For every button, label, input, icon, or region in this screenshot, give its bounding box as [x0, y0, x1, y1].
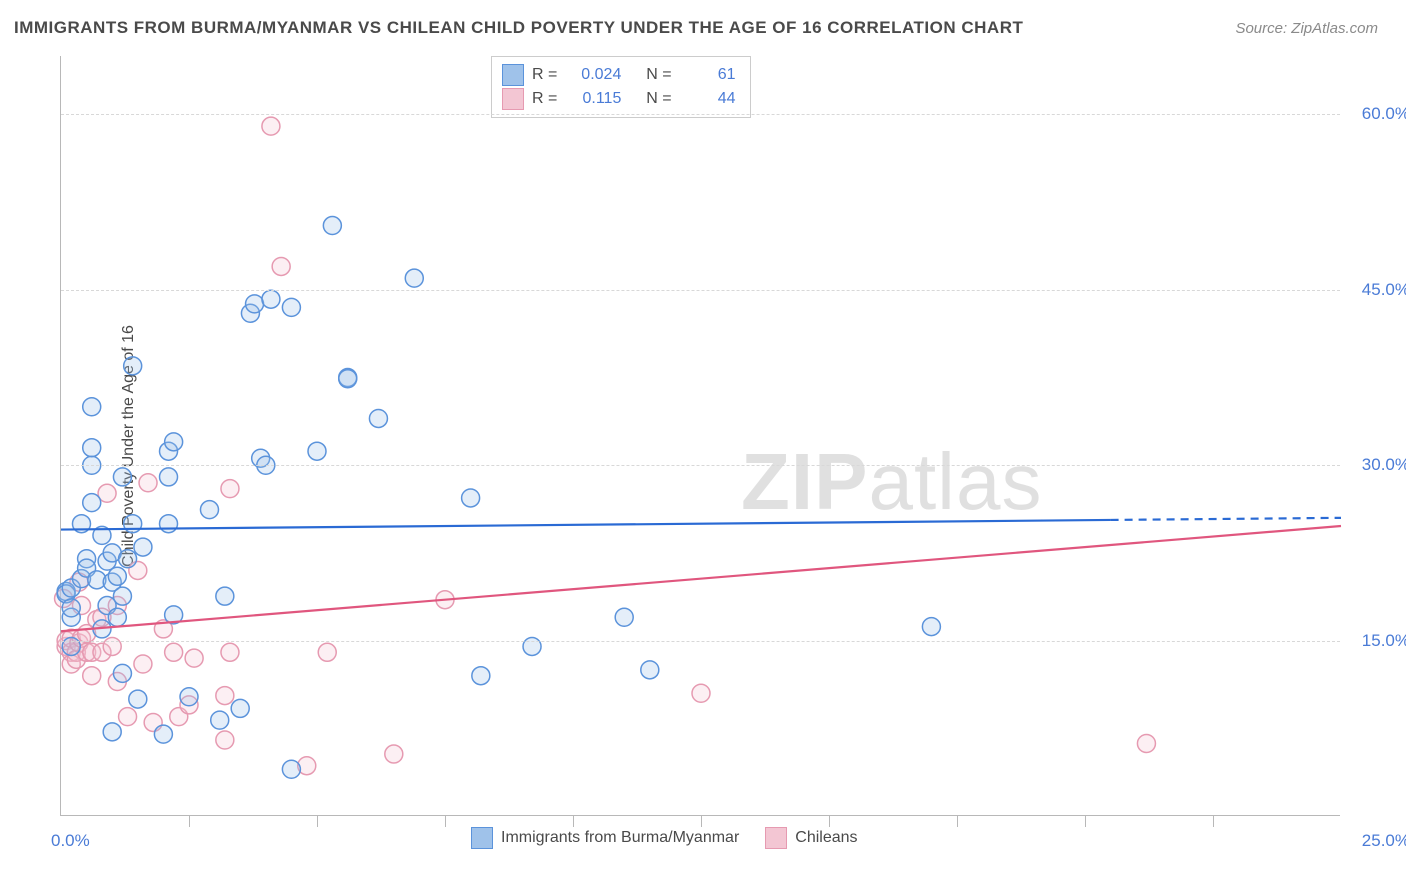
gridline — [61, 465, 1340, 466]
data-point — [246, 295, 264, 313]
trend-line-extrapolated — [1111, 518, 1341, 520]
scatter-plot: ZIPatlas R = 0.024 N = 61 R = 0.115 N = … — [60, 56, 1340, 816]
data-point — [216, 731, 234, 749]
y-tick-label: 60.0% — [1362, 104, 1406, 124]
swatch-chilean — [502, 88, 524, 110]
data-point — [369, 409, 387, 427]
data-point — [211, 711, 229, 729]
data-point — [119, 550, 137, 568]
n-value-chilean: 44 — [680, 87, 736, 111]
legend-item-chilean: Chileans — [765, 827, 857, 849]
plot-svg — [61, 56, 1340, 815]
data-point — [1137, 735, 1155, 753]
data-point — [405, 269, 423, 287]
data-point — [108, 567, 126, 585]
trend-line — [61, 526, 1341, 631]
x-tick — [445, 815, 446, 827]
x-tick — [317, 815, 318, 827]
gridline — [61, 641, 1340, 642]
data-point — [134, 538, 152, 556]
data-point — [139, 474, 157, 492]
data-point — [165, 643, 183, 661]
n-label: N = — [646, 63, 671, 87]
y-tick-label: 15.0% — [1362, 631, 1406, 651]
chart-title: IMMIGRANTS FROM BURMA/MYANMAR VS CHILEAN… — [14, 18, 1023, 38]
r-value-chilean: 0.115 — [565, 87, 621, 111]
legend-label-chilean: Chileans — [795, 829, 857, 847]
data-point — [221, 643, 239, 661]
data-point — [83, 667, 101, 685]
data-point — [221, 480, 239, 498]
data-point — [323, 217, 341, 235]
data-point — [160, 468, 178, 486]
legend-label-burma: Immigrants from Burma/Myanmar — [501, 829, 739, 847]
data-point — [282, 298, 300, 316]
x-tick — [1213, 815, 1214, 827]
data-point — [165, 433, 183, 451]
r-label: R = — [532, 63, 557, 87]
data-point — [282, 760, 300, 778]
data-point — [615, 608, 633, 626]
n-value-burma: 61 — [680, 63, 736, 87]
data-point — [385, 745, 403, 763]
data-point — [108, 608, 126, 626]
series-legend: Immigrants from Burma/Myanmar Chileans — [471, 827, 858, 849]
r-label: R = — [532, 87, 557, 111]
data-point — [231, 699, 249, 717]
data-point — [180, 688, 198, 706]
swatch-chilean — [765, 827, 787, 849]
data-point — [83, 439, 101, 457]
data-point — [83, 398, 101, 416]
swatch-burma — [502, 64, 524, 86]
legend-row-burma: R = 0.024 N = 61 — [502, 63, 736, 87]
data-point — [462, 489, 480, 507]
data-point — [472, 667, 490, 685]
r-value-burma: 0.024 — [565, 63, 621, 87]
x-tick-max: 25.0% — [1362, 831, 1406, 851]
data-point — [272, 257, 290, 275]
data-point — [216, 687, 234, 705]
data-point — [113, 664, 131, 682]
data-point — [185, 649, 203, 667]
swatch-burma — [471, 827, 493, 849]
data-point — [318, 643, 336, 661]
data-point — [262, 290, 280, 308]
n-label: N = — [646, 87, 671, 111]
gridline — [61, 114, 1340, 115]
data-point — [200, 501, 218, 519]
source-attribution: Source: ZipAtlas.com — [1235, 20, 1378, 37]
data-point — [113, 587, 131, 605]
data-point — [262, 117, 280, 135]
x-tick — [829, 815, 830, 827]
x-tick — [189, 815, 190, 827]
data-point — [641, 661, 659, 679]
data-point — [154, 725, 172, 743]
y-tick-label: 30.0% — [1362, 455, 1406, 475]
data-point — [308, 442, 326, 460]
gridline — [61, 290, 1340, 291]
data-point — [62, 599, 80, 617]
legend-item-burma: Immigrants from Burma/Myanmar — [471, 827, 739, 849]
trend-line — [61, 520, 1111, 530]
data-point — [339, 370, 357, 388]
data-point — [160, 515, 178, 533]
x-tick-min: 0.0% — [51, 831, 90, 851]
data-point — [113, 468, 131, 486]
x-tick — [701, 815, 702, 827]
data-point — [83, 494, 101, 512]
data-point — [103, 723, 121, 741]
x-tick — [957, 815, 958, 827]
data-point — [692, 684, 710, 702]
correlation-legend: R = 0.024 N = 61 R = 0.115 N = 44 — [491, 56, 751, 118]
x-tick — [1085, 815, 1086, 827]
y-tick-label: 45.0% — [1362, 280, 1406, 300]
data-point — [119, 708, 137, 726]
legend-row-chilean: R = 0.115 N = 44 — [502, 87, 736, 111]
data-point — [216, 587, 234, 605]
x-tick — [573, 815, 574, 827]
data-point — [134, 655, 152, 673]
data-point — [922, 618, 940, 636]
data-point — [129, 690, 147, 708]
data-point — [124, 357, 142, 375]
